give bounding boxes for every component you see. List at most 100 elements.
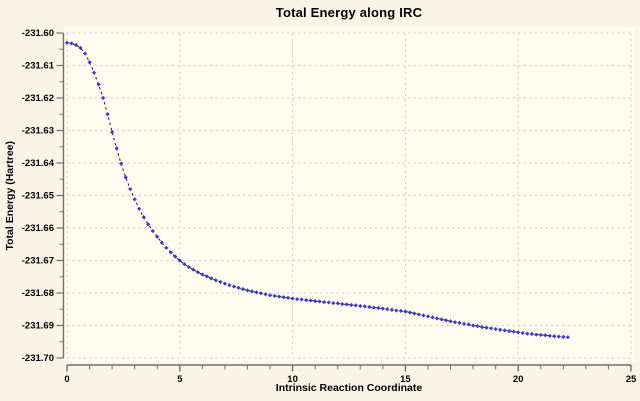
data-point-marker xyxy=(191,267,196,272)
data-point-marker xyxy=(186,264,191,270)
data-point-marker xyxy=(304,298,309,303)
data-point-marker xyxy=(385,307,390,312)
x-tick-label: 15 xyxy=(400,374,411,385)
data-point-marker xyxy=(511,329,516,334)
data-point-marker xyxy=(123,175,128,180)
data-point-marker xyxy=(96,82,101,87)
data-point-marker xyxy=(204,274,209,279)
data-point-marker xyxy=(434,316,440,321)
data-point-marker xyxy=(362,304,367,309)
data-point-marker xyxy=(561,334,566,339)
data-point-marker xyxy=(146,222,151,227)
data-point-marker xyxy=(308,298,313,303)
data-point-marker xyxy=(340,301,345,307)
x-tick-label: 10 xyxy=(287,374,298,385)
data-point-marker xyxy=(182,261,187,267)
data-point-marker xyxy=(376,305,381,311)
data-point-marker xyxy=(110,130,115,135)
data-point-marker xyxy=(475,324,480,329)
data-point-marker xyxy=(534,332,539,337)
data-point-marker xyxy=(498,327,503,332)
data-point-marker xyxy=(466,322,471,327)
y-axis-label-wrap: Total Energy (Hartree) xyxy=(2,33,18,358)
x-tick-label: 0 xyxy=(64,374,69,385)
y-tick-label: -231.60 xyxy=(22,28,54,39)
data-point-marker xyxy=(240,287,246,292)
data-point-marker xyxy=(543,333,548,338)
x-tick-label: 20 xyxy=(513,374,524,385)
data-point-marker xyxy=(254,290,259,295)
data-point-marker xyxy=(430,315,435,320)
data-point-marker xyxy=(159,240,164,245)
data-point-marker xyxy=(394,308,399,313)
data-point-marker xyxy=(461,321,467,326)
plot-background xyxy=(64,27,635,362)
data-point-marker xyxy=(358,303,363,309)
y-tick-label: -231.61 xyxy=(22,61,55,72)
data-point-marker xyxy=(168,250,173,255)
data-point-marker xyxy=(349,302,354,308)
data-point-marker xyxy=(285,295,291,300)
y-tick-label: -231.70 xyxy=(22,353,54,364)
data-point-marker xyxy=(480,325,485,330)
data-point-marker xyxy=(493,326,498,332)
data-point-marker xyxy=(380,306,385,311)
data-point-marker xyxy=(448,319,453,324)
data-point-marker xyxy=(114,146,119,151)
data-point-marker xyxy=(150,228,155,234)
y-tick-label: -231.66 xyxy=(22,223,54,234)
data-point-marker xyxy=(398,308,403,313)
data-point-marker xyxy=(502,328,507,333)
data-point-marker xyxy=(529,331,534,337)
data-point-marker xyxy=(290,296,295,301)
data-point-marker xyxy=(213,278,218,283)
y-tick-label: -231.63 xyxy=(22,126,54,137)
data-point-marker xyxy=(222,281,228,286)
data-point-marker xyxy=(565,335,570,340)
data-point-marker xyxy=(457,320,462,325)
data-point-marker xyxy=(177,258,182,263)
data-point-marker xyxy=(267,293,273,298)
data-point-marker xyxy=(231,284,237,289)
data-point-marker xyxy=(141,215,146,220)
y-tick-label: -231.62 xyxy=(22,93,54,104)
data-point-marker xyxy=(331,300,336,306)
data-point-marker xyxy=(520,330,525,336)
data-point-marker xyxy=(78,45,83,51)
y-tick-label: -231.65 xyxy=(22,191,55,202)
data-point-marker xyxy=(367,304,372,310)
y-tick-label: -231.68 xyxy=(22,288,54,299)
data-point-marker xyxy=(317,299,322,304)
data-point-marker xyxy=(173,254,178,259)
data-point-marker xyxy=(407,310,413,315)
x-tick-label: 5 xyxy=(177,374,183,385)
data-point-marker xyxy=(371,305,376,310)
data-point-marker xyxy=(245,288,250,293)
data-point-marker xyxy=(209,276,214,281)
data-point-marker xyxy=(272,293,277,299)
data-point-marker xyxy=(164,245,169,250)
data-point-marker xyxy=(439,317,444,322)
data-point-marker xyxy=(425,314,431,319)
data-point-marker xyxy=(489,326,494,331)
data-point-marker xyxy=(227,283,232,288)
data-point-marker xyxy=(249,289,255,294)
data-point-marker xyxy=(100,95,106,101)
data-point-marker xyxy=(276,294,282,299)
data-point-marker xyxy=(452,320,458,325)
data-point-marker xyxy=(335,301,340,306)
data-point-marker xyxy=(556,334,561,339)
data-point-marker xyxy=(137,206,142,211)
data-point-marker xyxy=(200,272,205,277)
data-point-marker xyxy=(389,307,394,312)
data-point-marker xyxy=(547,333,552,338)
data-point-marker xyxy=(421,313,426,318)
data-line xyxy=(66,42,568,338)
data-point-marker xyxy=(353,303,358,308)
data-point-marker xyxy=(416,312,422,317)
data-point-marker xyxy=(195,270,200,275)
chart-title: Total Energy along IRC xyxy=(275,5,423,20)
data-point-marker xyxy=(322,300,327,305)
data-point-marker xyxy=(538,332,543,338)
data-point-marker xyxy=(87,60,92,65)
